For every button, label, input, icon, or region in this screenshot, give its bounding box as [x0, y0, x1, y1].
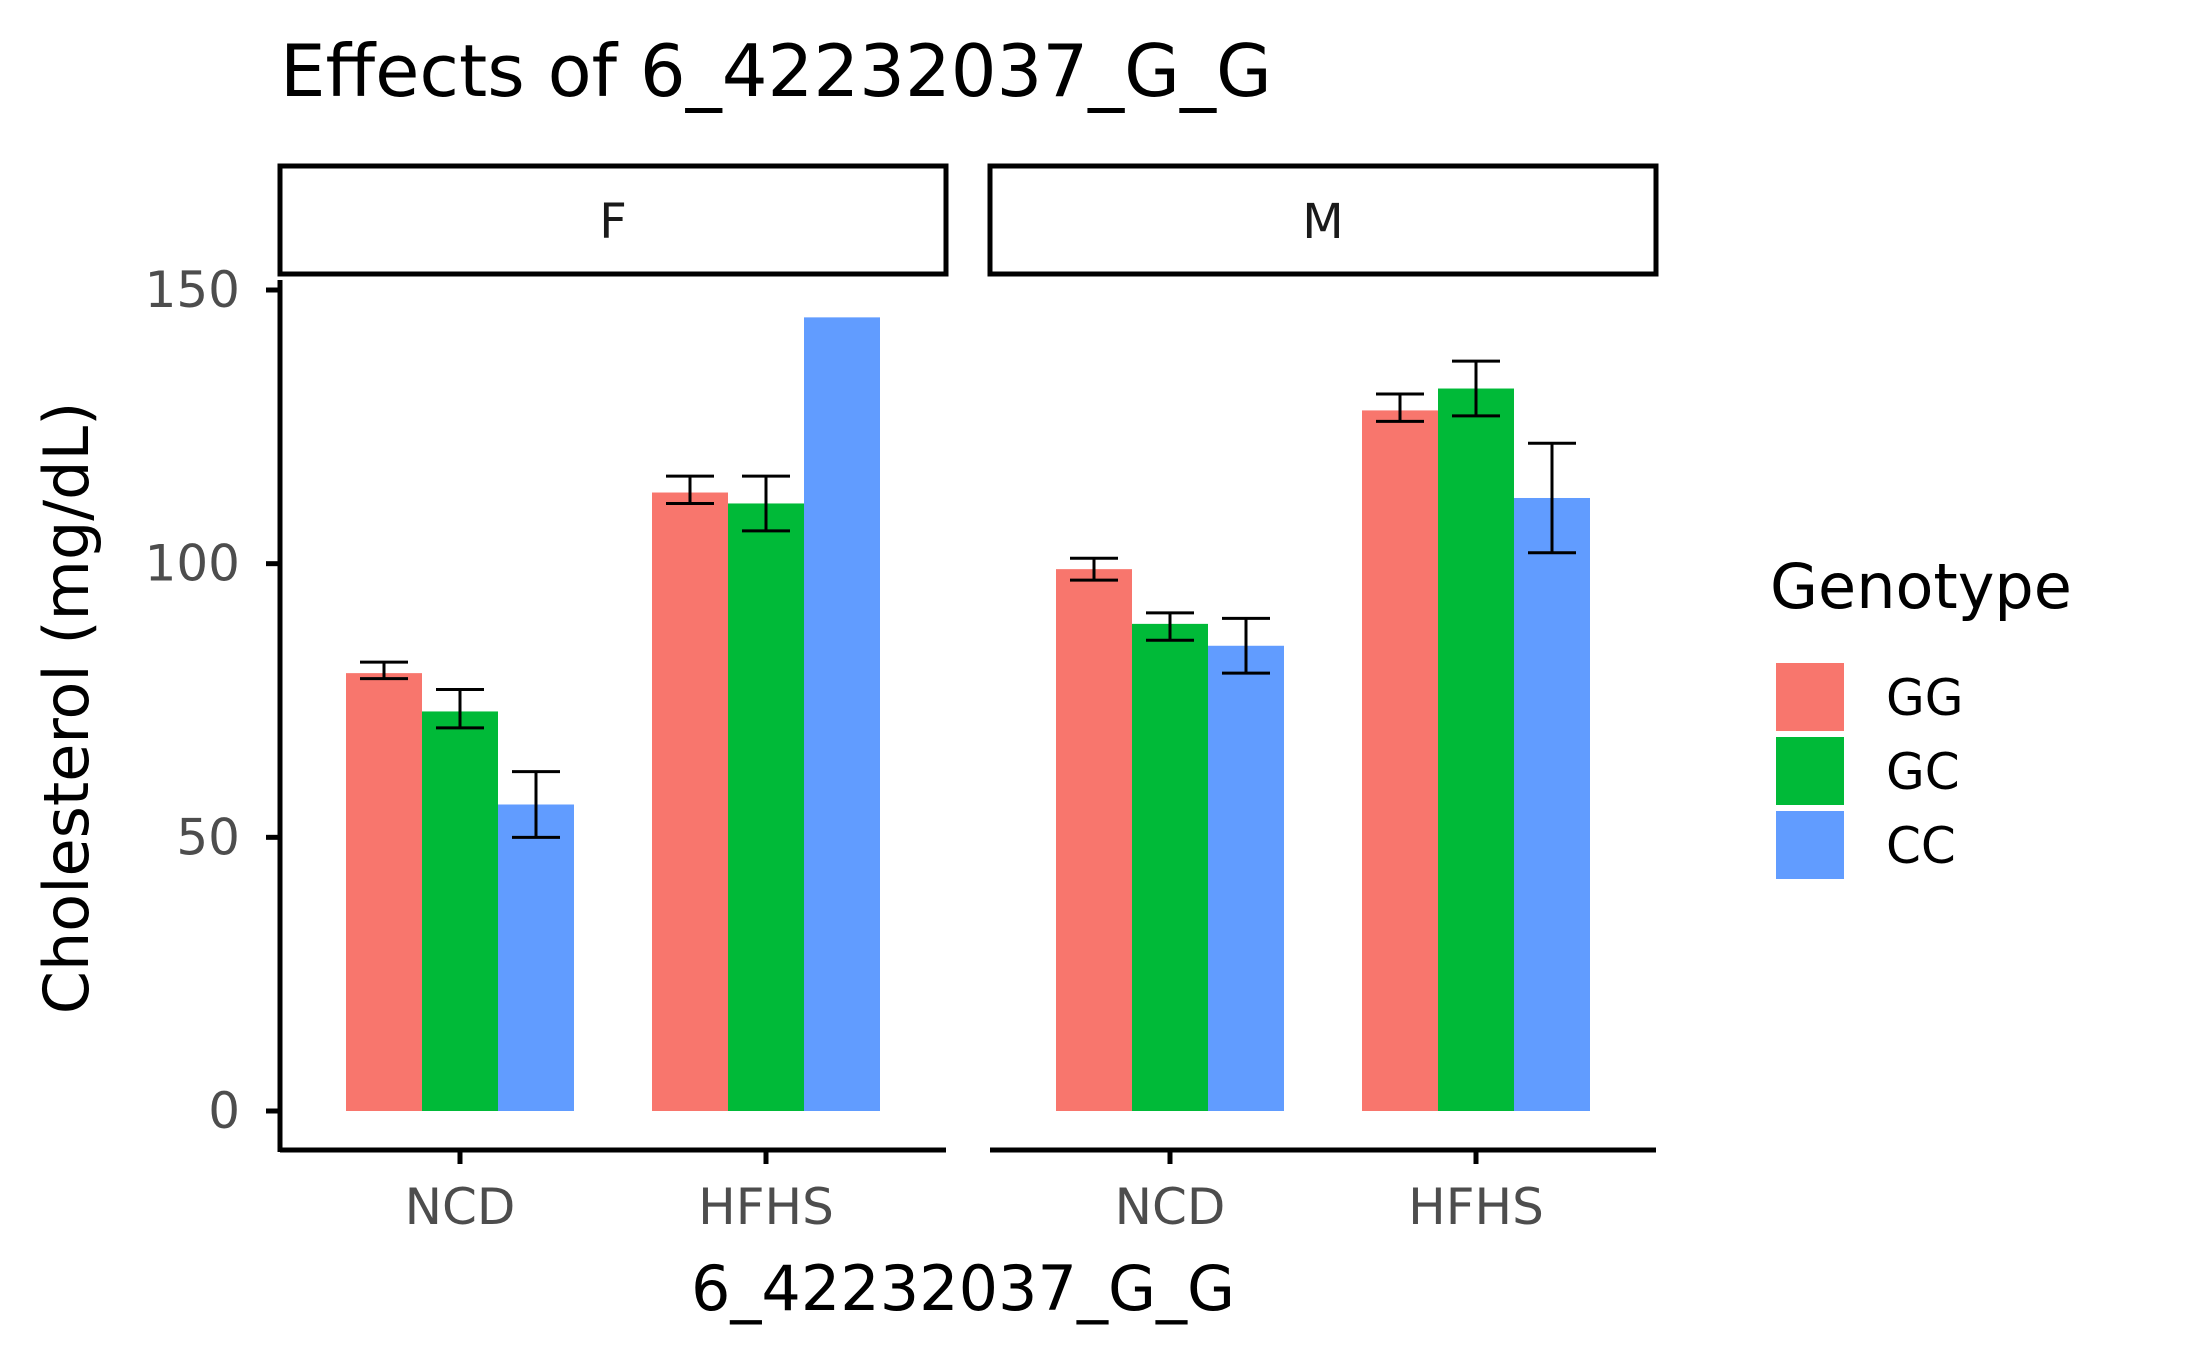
bar-M-HFHS-GG: [1362, 410, 1438, 1111]
error-bar-M-HFHS-GC: [1452, 359, 1500, 418]
error-bars: [360, 359, 1576, 839]
chart-title: Effects of 6_42232037_G_G: [280, 29, 1272, 113]
x-tick-label-F-NCD: NCD: [405, 1178, 516, 1236]
error-bar-M-HFHS-CC: [1528, 441, 1576, 555]
x-tick-label-F-HFHS: HFHS: [698, 1178, 834, 1236]
legend: Genotype GG GC CC: [1770, 550, 2072, 879]
error-bar-F-NCD-CC: [512, 770, 560, 839]
x-tick-label-M-HFHS: HFHS: [1408, 1178, 1544, 1236]
y-ticks: 0 50 100 150: [145, 261, 280, 1140]
bars: [346, 317, 1590, 1112]
bar-M-NCD-GG: [1056, 569, 1132, 1111]
error-bar-M-NCD-GG: [1070, 556, 1118, 582]
legend-key-GC: [1776, 737, 1844, 805]
bar-M-HFHS-GC: [1438, 388, 1514, 1111]
error-bar-M-NCD-CC: [1222, 616, 1270, 675]
x-tick-label-M-NCD: NCD: [1115, 1178, 1226, 1236]
facet-label-F: F: [599, 194, 627, 250]
legend-label-GC: GC: [1886, 743, 1960, 801]
legend-key-GG: [1776, 663, 1844, 731]
legend-key-CC: [1776, 811, 1844, 879]
error-bar-F-HFHS-GC: [742, 474, 790, 533]
bar-F-HFHS-GC: [728, 503, 804, 1112]
bar-F-NCD-CC: [498, 804, 574, 1111]
y-axis-title: Cholesterol (mg/dL): [30, 402, 103, 1015]
legend-label-CC: CC: [1886, 817, 1956, 875]
y-tick-label-0: 0: [208, 1082, 240, 1140]
bar-F-HFHS-CC: [804, 317, 880, 1111]
bar-F-HFHS-GG: [652, 492, 728, 1112]
bar-M-HFHS-CC: [1514, 497, 1590, 1111]
axes: [277, 280, 1656, 1153]
facet-strip-M: [987, 163, 1659, 277]
error-bar-M-HFHS-GG: [1376, 392, 1424, 423]
error-bar-F-NCD-GC: [436, 688, 484, 730]
facet-strip-F: [277, 163, 949, 277]
y-tick-label-150: 150: [145, 261, 240, 319]
error-bar-F-HFHS-GG: [666, 474, 714, 505]
facet-label-M: M: [1302, 194, 1343, 250]
bar-M-NCD-GC: [1132, 623, 1208, 1111]
x-axis-title: 6_42232037_G_G: [691, 1252, 1235, 1325]
bar-M-NCD-CC: [1208, 645, 1284, 1111]
legend-label-GG: GG: [1886, 669, 1964, 727]
legend-title: Genotype: [1770, 550, 2072, 623]
error-bar-M-NCD-GC: [1146, 611, 1194, 642]
x-ticks: NCD HFHS NCD HFHS: [405, 1150, 1544, 1236]
y-tick-label-50: 50: [176, 808, 240, 866]
error-bar-F-NCD-GG: [360, 660, 408, 681]
bar-F-NCD-GG: [346, 673, 422, 1111]
y-tick-label-100: 100: [145, 535, 240, 593]
bar-F-NCD-GC: [422, 711, 498, 1111]
